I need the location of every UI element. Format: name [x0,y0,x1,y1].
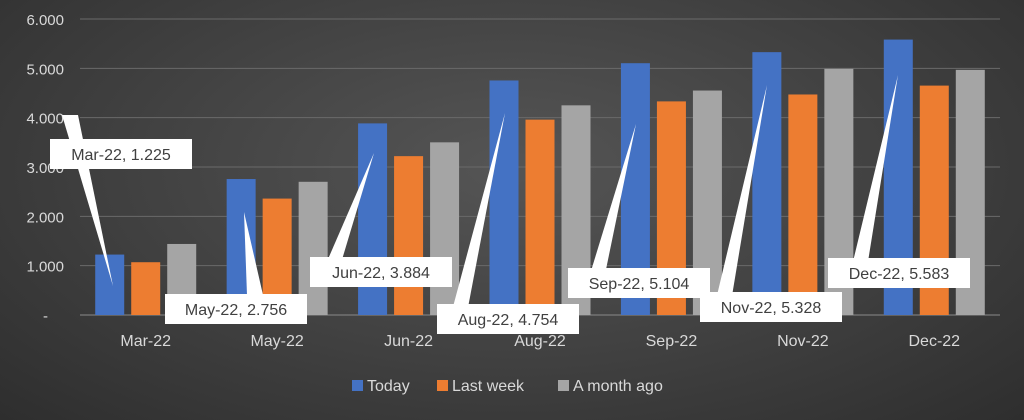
bar [430,142,460,315]
y-tick-label: 4.000 [26,111,64,128]
legend-label: Today [367,378,410,395]
callout-box [165,294,307,324]
y-tick-label: 2.000 [26,209,64,226]
callout-pointer [244,212,263,295]
legend-swatch [437,380,448,391]
data-label-callouts: Mar-22, 1.225 May-22, 2.756 Jun-22, 3.884 A… [50,75,970,334]
data-label: May-22, 2.756 [185,302,287,319]
data-label: Mar-22, 1.225 [71,147,171,164]
data-label: Dec-22, 5.583 [849,266,950,283]
callout-pointer [714,85,767,308]
x-tick-label: Mar-22 [120,333,171,350]
callout-box [437,304,579,334]
data-label-callout: Nov-22, 5.328 [700,85,842,322]
x-tick-label: Jun-22 [384,333,433,350]
bar [95,254,125,315]
y-tick-label: 1.000 [26,259,64,276]
bar [489,80,519,315]
x-axis: Mar-22 May-22 Jun-22 Aug-22 Sep-22 Nov-22 Dec-… [120,333,960,350]
callout-box [700,292,842,322]
bar [394,156,424,315]
callout-pointer [450,113,505,318]
data-label-callout: Jun-22, 3.884 [310,153,452,287]
x-tick-label: Dec-22 [908,333,960,350]
callout-pointer [322,153,374,273]
legend-swatch [558,380,569,391]
legend-label: Last week [452,378,525,395]
callout-box [50,139,192,169]
x-tick-label: Sep-22 [646,333,698,350]
data-label-callout: Dec-22, 5.583 [828,75,970,288]
legend-swatch [352,380,363,391]
y-tick-label: 6.000 [26,12,64,29]
bar [298,181,328,315]
legend-label: A month ago [573,378,663,395]
callout-box [310,257,452,287]
bar [752,52,782,315]
x-tick-label: Aug-22 [514,333,566,350]
bar [131,262,161,315]
data-label-callout: Aug-22, 4.754 [437,113,579,334]
legend: Today Last week A month ago [352,378,663,395]
data-label-callout: Sep-22, 5.104 [568,124,710,298]
data-label: Jun-22, 3.884 [332,265,430,282]
callout-box [828,258,970,288]
data-label-callout: May-22, 2.756 [165,212,307,324]
y-tick-label: - [43,308,48,325]
data-label: Aug-22, 4.754 [458,312,559,329]
data-label-callout: Mar-22, 1.225 [50,115,192,286]
data-label: Nov-22, 5.328 [721,300,822,317]
callout-pointer [850,75,898,274]
bar [788,94,818,315]
data-label: Sep-22, 5.104 [589,276,690,293]
y-tick-label: 5.000 [26,61,64,78]
x-tick-label: Nov-22 [777,333,829,350]
x-tick-label: May-22 [250,333,303,350]
callout-box [568,268,710,298]
bar [525,119,555,315]
callout-pointer [587,124,636,284]
